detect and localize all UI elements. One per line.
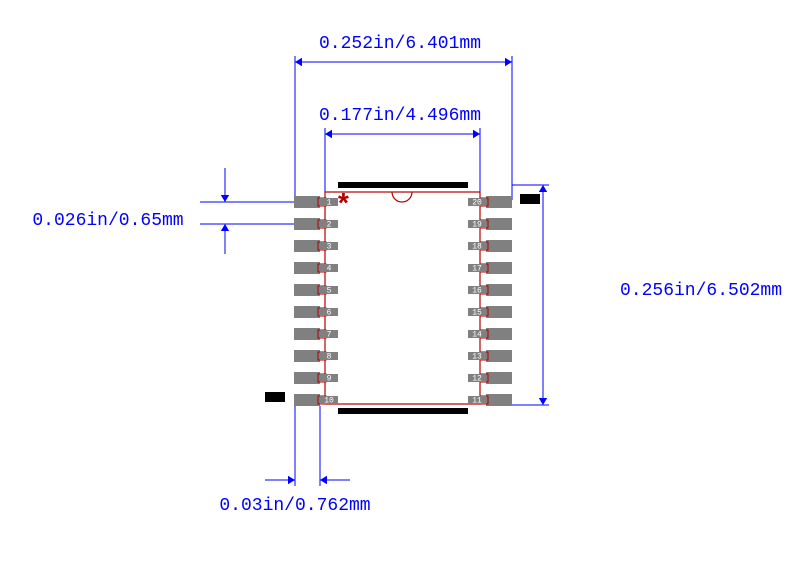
footprint-drawing: 0.252in/6.401mm 0.177in/4.496mm 0.256in/6.… — [0, 0, 800, 583]
pin-label-2: 2 — [327, 221, 332, 230]
pin-label-3: 3 — [327, 243, 332, 252]
pin-label-19: 19 — [472, 221, 482, 230]
pin-label-16: 16 — [472, 287, 482, 296]
pin-label-8: 8 — [327, 353, 332, 362]
pin-label-10: 10 — [324, 397, 334, 406]
dim-pitch: 0.026in/0.65mm — [32, 168, 300, 254]
svg-text:0.177in/4.496mm: 0.177in/4.496mm — [319, 106, 481, 126]
pin-label-5: 5 — [327, 287, 332, 296]
package-body — [325, 192, 480, 404]
pin-label-9: 9 — [327, 375, 332, 384]
dim-inner-width: 0.177in/4.496mm — [319, 106, 481, 192]
pin-column-left: 1 2 3 4 5 6 7 8 9 10 — [294, 196, 338, 406]
pin-label-20: 20 — [472, 199, 482, 208]
pin-label-18: 18 — [472, 243, 482, 252]
pin-label-6: 6 — [327, 309, 332, 318]
pin-label-4: 4 — [327, 265, 332, 274]
pin-label-12: 12 — [472, 375, 482, 384]
pin-label-13: 13 — [472, 353, 482, 362]
dim-pad-length: 0.03in/0.762mm — [219, 406, 370, 516]
pin-column-right: 20 19 18 17 16 15 14 13 12 11 — [468, 196, 512, 406]
pin-label-11: 11 — [472, 397, 482, 406]
pin-label-15: 15 — [472, 309, 482, 318]
dim-height: 0.256in/6.502mm — [512, 185, 782, 405]
svg-text:0.256in/6.502mm: 0.256in/6.502mm — [620, 281, 782, 301]
pin-label-17: 17 — [472, 265, 482, 274]
svg-text:0.026in/0.65mm: 0.026in/0.65mm — [32, 211, 183, 231]
pin-label-14: 14 — [472, 331, 482, 340]
pin1-marker-star: * — [335, 191, 352, 222]
pin-label-7: 7 — [327, 331, 332, 340]
svg-text:0.252in/6.401mm: 0.252in/6.401mm — [319, 34, 481, 54]
svg-text:0.03in/0.762mm: 0.03in/0.762mm — [219, 496, 370, 516]
pin-label-1: 1 — [327, 199, 332, 208]
